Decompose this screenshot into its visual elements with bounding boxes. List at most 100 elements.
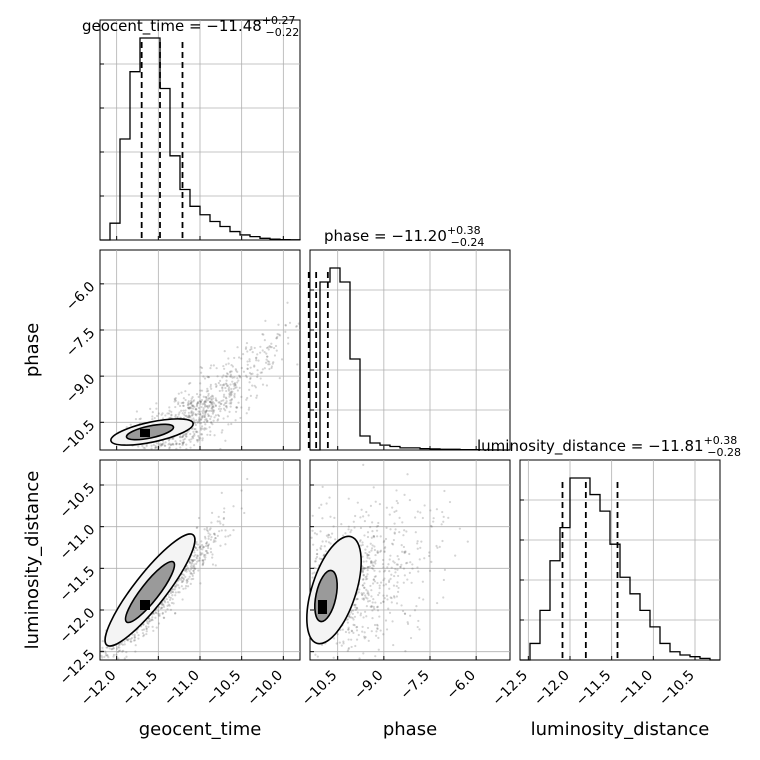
scatter-point	[104, 650, 107, 653]
scatter-point	[373, 545, 376, 548]
scatter-point	[145, 632, 148, 636]
scatter-point	[366, 600, 370, 603]
scatter-point	[384, 583, 388, 586]
scatter-point	[190, 578, 193, 581]
scatter-point	[205, 550, 208, 553]
scatter-point	[181, 576, 184, 579]
scatter-point	[232, 387, 235, 390]
scatter-point	[213, 434, 216, 437]
scatter-point	[392, 643, 395, 647]
scatter-point	[370, 589, 373, 592]
scatter-point	[164, 441, 167, 444]
scatter-point	[202, 402, 206, 405]
scatter-point	[200, 428, 203, 431]
scatter-point	[117, 657, 120, 660]
scatter-point	[181, 441, 184, 444]
scatter-point	[196, 548, 199, 552]
scatter-point	[161, 611, 164, 615]
scatter-point	[374, 559, 377, 562]
scatter-point	[385, 628, 389, 631]
scatter-point	[178, 586, 181, 589]
scatter-point	[162, 604, 165, 607]
scatter-point	[383, 550, 386, 553]
scatter-point	[441, 539, 444, 543]
scatter-point	[204, 404, 207, 407]
scatter-point	[170, 410, 173, 413]
scatter-point	[210, 536, 213, 539]
scatter-point	[246, 363, 249, 366]
scatter-point	[365, 510, 368, 514]
scatter-point	[141, 632, 145, 635]
scatter-point	[378, 503, 382, 506]
contour-peak	[318, 600, 327, 614]
scatter-point	[257, 359, 260, 362]
scatter-point	[185, 579, 188, 582]
scatter-point	[220, 402, 223, 406]
scatter-point	[180, 401, 183, 405]
scatter-point	[200, 540, 203, 543]
scatter-point	[397, 574, 400, 578]
scatter-point	[157, 609, 160, 613]
scatter-point	[344, 532, 347, 535]
scatter-point	[209, 547, 212, 550]
scatter-point	[397, 586, 400, 590]
scatter-point	[198, 546, 201, 549]
scatter-point	[201, 552, 204, 555]
scatter-point	[141, 444, 144, 448]
scatter-point	[219, 402, 222, 405]
scatter-point	[188, 438, 191, 441]
scatter-point	[191, 560, 194, 563]
scatter-point	[204, 549, 207, 553]
scatter-point	[168, 598, 172, 601]
scatter-point	[210, 421, 213, 424]
scatter-point	[347, 638, 350, 641]
title-geocent-time: geocent_time = −11.48+0.27 −0.22	[82, 14, 299, 39]
scatter-point	[396, 568, 399, 571]
scatter-point	[148, 617, 151, 621]
scatter-point	[162, 442, 165, 445]
scatter-point	[255, 396, 258, 399]
scatter-point	[214, 537, 217, 540]
scatter-point	[259, 345, 262, 348]
scatter-point	[336, 633, 339, 636]
scatter-point	[182, 404, 185, 408]
scatter-point	[234, 419, 237, 422]
scatter-point	[316, 655, 319, 658]
scatter-point	[233, 392, 236, 396]
scatter-point	[320, 558, 323, 561]
scatter-point	[268, 345, 271, 348]
contour-peak	[140, 429, 150, 437]
scatter-point	[349, 530, 352, 534]
scatter-point	[130, 636, 133, 640]
scatter-point	[178, 411, 181, 414]
scatter-point	[354, 606, 357, 609]
scatter-point	[441, 510, 444, 514]
scatter-point	[151, 415, 154, 418]
scatter-point	[168, 442, 171, 445]
scatter-point	[199, 582, 202, 585]
scatter-point	[201, 559, 205, 562]
scatter-point	[356, 501, 359, 504]
scatter-point	[266, 355, 269, 358]
scatter-point	[201, 416, 204, 419]
scatter-point	[194, 553, 197, 557]
scatter-point	[372, 534, 376, 538]
scatter-point	[402, 581, 405, 584]
scatter-point	[167, 593, 170, 596]
scatter-point	[228, 386, 231, 389]
scatter-point	[259, 371, 262, 374]
scatter-point	[198, 438, 201, 441]
scatter-point	[387, 580, 391, 584]
scatter-point	[182, 577, 185, 580]
scatter-point	[202, 414, 205, 417]
scatter-point	[224, 535, 227, 538]
scatter-point	[278, 334, 282, 337]
scatter-point	[268, 360, 271, 363]
scatter-point	[152, 443, 155, 446]
scatter-point	[321, 517, 324, 520]
scatter-point	[313, 571, 316, 574]
scatter-point	[366, 531, 370, 534]
scatter-point	[210, 397, 213, 401]
scatter-point	[214, 540, 217, 543]
scatter-point	[191, 435, 194, 439]
